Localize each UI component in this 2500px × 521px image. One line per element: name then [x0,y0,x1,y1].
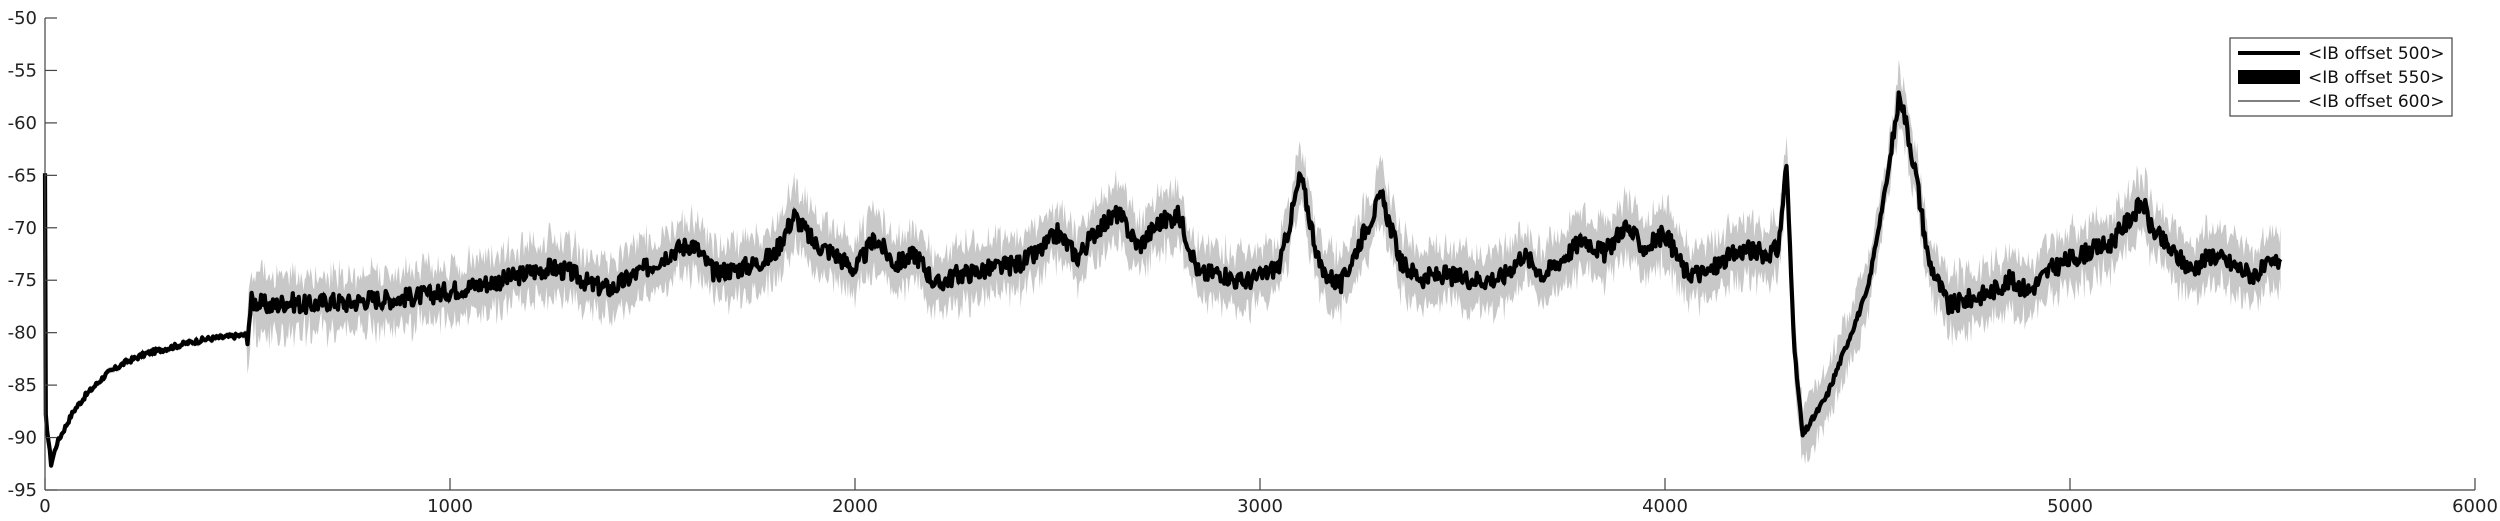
y-tick-label: -75 [8,270,37,291]
y-tick-label: -50 [8,8,37,29]
x-tick-label: 3000 [1237,496,1283,517]
x-tick-label: 6000 [2452,496,2498,517]
plot-area [42,59,2283,469]
x-tick-label: 1000 [427,496,473,517]
y-tick-label: -80 [8,323,37,344]
y-tick-label: -55 [8,60,37,81]
series-envelope-ib-offset-600 [45,59,2281,469]
x-tick-label: 0 [39,496,50,517]
y-tick-label: -95 [8,480,37,501]
series-line-ib-offset-500 [44,92,2282,466]
legend-swatch [2238,70,2300,84]
legend-entry: <IB offset 550> [2308,68,2445,88]
legend-entry: <IB offset 600> [2308,92,2445,112]
y-tick-label: -60 [8,113,37,134]
axes: -50 -55 -60 -65 -70 -75 -80 -85 -90 -950 1000 2000 3… [8,8,2498,517]
x-tick-label: 2000 [832,496,878,517]
x-tick-label: 4000 [1642,496,1688,517]
x-tick-label: 5000 [2047,496,2093,517]
y-tick-label: -85 [8,375,37,396]
legend: <IB offset 500> <IB offset 550> <IB offset… [2229,37,2453,117]
legend-entry: <IB offset 500> [2308,44,2445,64]
y-tick-label: -90 [8,428,37,449]
y-tick-label: -70 [8,218,37,239]
y-tick-label: -65 [8,165,37,186]
